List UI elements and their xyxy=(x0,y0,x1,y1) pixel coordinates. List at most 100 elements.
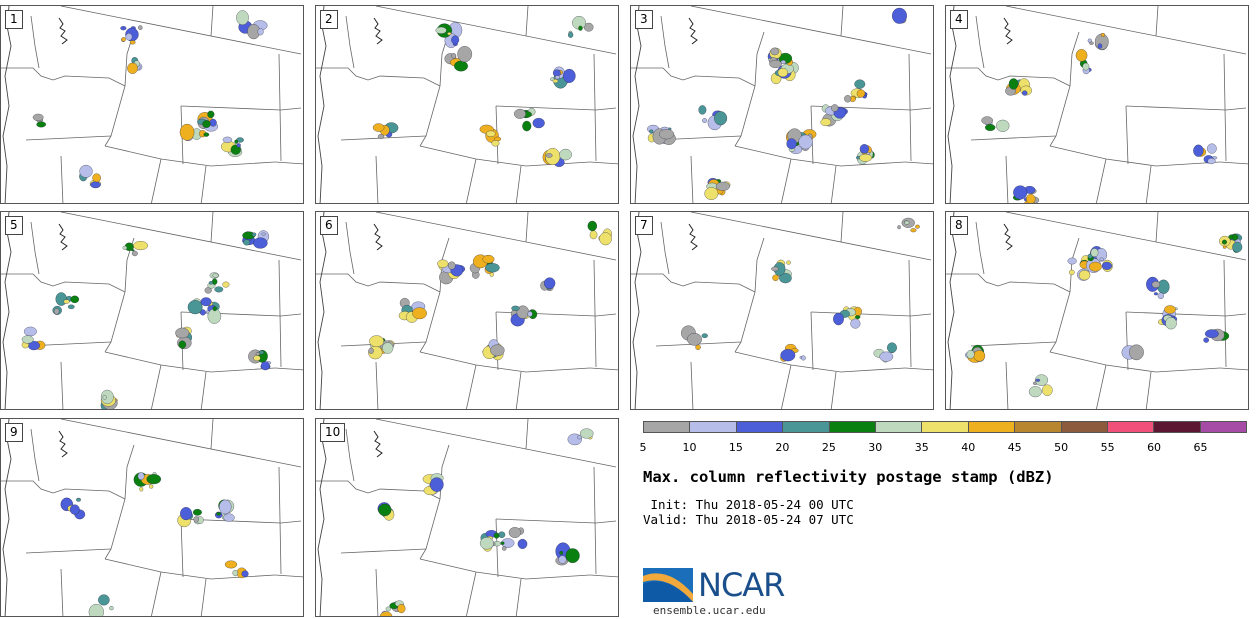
echo-cell xyxy=(385,606,391,612)
echo-cell xyxy=(53,308,60,315)
border-line xyxy=(690,155,694,203)
echo-cell xyxy=(486,130,496,137)
border-line xyxy=(200,165,207,203)
border-line xyxy=(840,212,844,243)
border-line xyxy=(1219,367,1248,371)
colorbar-tick-label: 35 xyxy=(914,441,929,454)
border-line xyxy=(104,558,276,580)
border-line xyxy=(690,361,694,409)
echo-cell xyxy=(563,68,576,83)
echo-cell xyxy=(1022,90,1028,96)
colorbar-tick-label: 20 xyxy=(775,441,790,454)
border-line xyxy=(60,361,64,409)
echo-cell xyxy=(879,351,894,362)
border-line xyxy=(631,273,756,293)
border-line xyxy=(1,273,126,293)
puget-sound xyxy=(688,17,698,45)
echo-cell xyxy=(257,28,264,36)
puget-sound xyxy=(373,430,383,458)
border-line xyxy=(631,67,756,87)
echo-cell xyxy=(1221,239,1227,245)
echo-cell xyxy=(260,361,270,371)
echo-cell xyxy=(102,395,107,400)
echo-cell xyxy=(451,53,457,59)
echo-cell xyxy=(382,342,394,354)
border-line xyxy=(30,428,40,482)
border-line xyxy=(419,558,591,580)
logo-text: NCAR xyxy=(698,566,785,604)
echo-cell xyxy=(253,237,268,249)
border-line xyxy=(60,212,302,261)
echo-cell xyxy=(904,220,910,225)
border-line xyxy=(970,135,1057,141)
border-line xyxy=(830,165,837,203)
state-borders xyxy=(631,212,933,409)
echo-cell xyxy=(109,606,114,611)
echo-cell xyxy=(1205,329,1219,339)
echo-cell xyxy=(831,104,839,112)
echo-cell xyxy=(180,507,193,521)
echo-cell xyxy=(772,274,779,282)
coastline xyxy=(317,212,327,409)
border-line xyxy=(1049,291,1071,353)
echo-cell xyxy=(454,60,468,72)
border-line xyxy=(200,371,207,409)
radar-echoes xyxy=(981,32,1218,203)
state-borders xyxy=(316,419,618,616)
puget-sound xyxy=(373,223,383,251)
echo-cell xyxy=(187,300,203,315)
echo-cell xyxy=(67,304,75,310)
radar-echoes xyxy=(647,7,907,200)
panel-number: 6 xyxy=(320,216,338,235)
border-line xyxy=(375,361,379,409)
border-line xyxy=(316,67,441,87)
border-line xyxy=(104,351,276,373)
reflectivity-map xyxy=(631,212,933,409)
border-line xyxy=(593,466,597,575)
border-line xyxy=(810,311,932,317)
coastline xyxy=(632,6,642,203)
border-line xyxy=(1005,155,1009,203)
echo-cell xyxy=(1232,234,1239,241)
echo-cell xyxy=(178,340,187,349)
border-line xyxy=(810,311,814,371)
echo-cell xyxy=(1129,344,1144,361)
border-line xyxy=(904,161,933,165)
puget-sound xyxy=(58,430,68,458)
state-borders xyxy=(1,6,303,203)
map-panel: 10 xyxy=(315,418,619,617)
map-panel: 1 xyxy=(0,5,304,204)
colorbar-tick-label: 25 xyxy=(821,441,836,454)
reflectivity-map xyxy=(1,419,303,616)
echo-cell xyxy=(447,261,456,270)
border-line xyxy=(345,428,355,482)
border-line xyxy=(908,259,912,368)
colorbar-tick-label: 40 xyxy=(961,441,976,454)
border-line xyxy=(525,212,529,243)
border-line xyxy=(495,105,617,111)
echo-cell xyxy=(798,134,813,150)
radar-echoes xyxy=(681,217,920,363)
echo-cell xyxy=(1075,49,1088,62)
echo-cell xyxy=(241,570,249,578)
echo-cell xyxy=(770,47,780,56)
reflectivity-map xyxy=(316,6,618,203)
echo-cell xyxy=(489,272,494,277)
border-line xyxy=(593,53,597,162)
echo-cell xyxy=(21,335,34,344)
echo-cell xyxy=(687,333,702,346)
border-line xyxy=(1125,105,1247,111)
echo-cell xyxy=(910,228,917,233)
border-line xyxy=(1125,105,1129,165)
border-line xyxy=(975,221,985,275)
border-line xyxy=(781,364,792,409)
echo-cell xyxy=(214,286,224,293)
echo-cell xyxy=(649,129,654,134)
puget-sound xyxy=(58,17,68,45)
echo-cell xyxy=(532,117,545,129)
border-line xyxy=(200,578,207,616)
map-panel: 3 xyxy=(630,5,934,204)
puget-sound xyxy=(373,17,383,45)
border-line xyxy=(904,367,933,371)
echo-cell xyxy=(1157,279,1170,295)
